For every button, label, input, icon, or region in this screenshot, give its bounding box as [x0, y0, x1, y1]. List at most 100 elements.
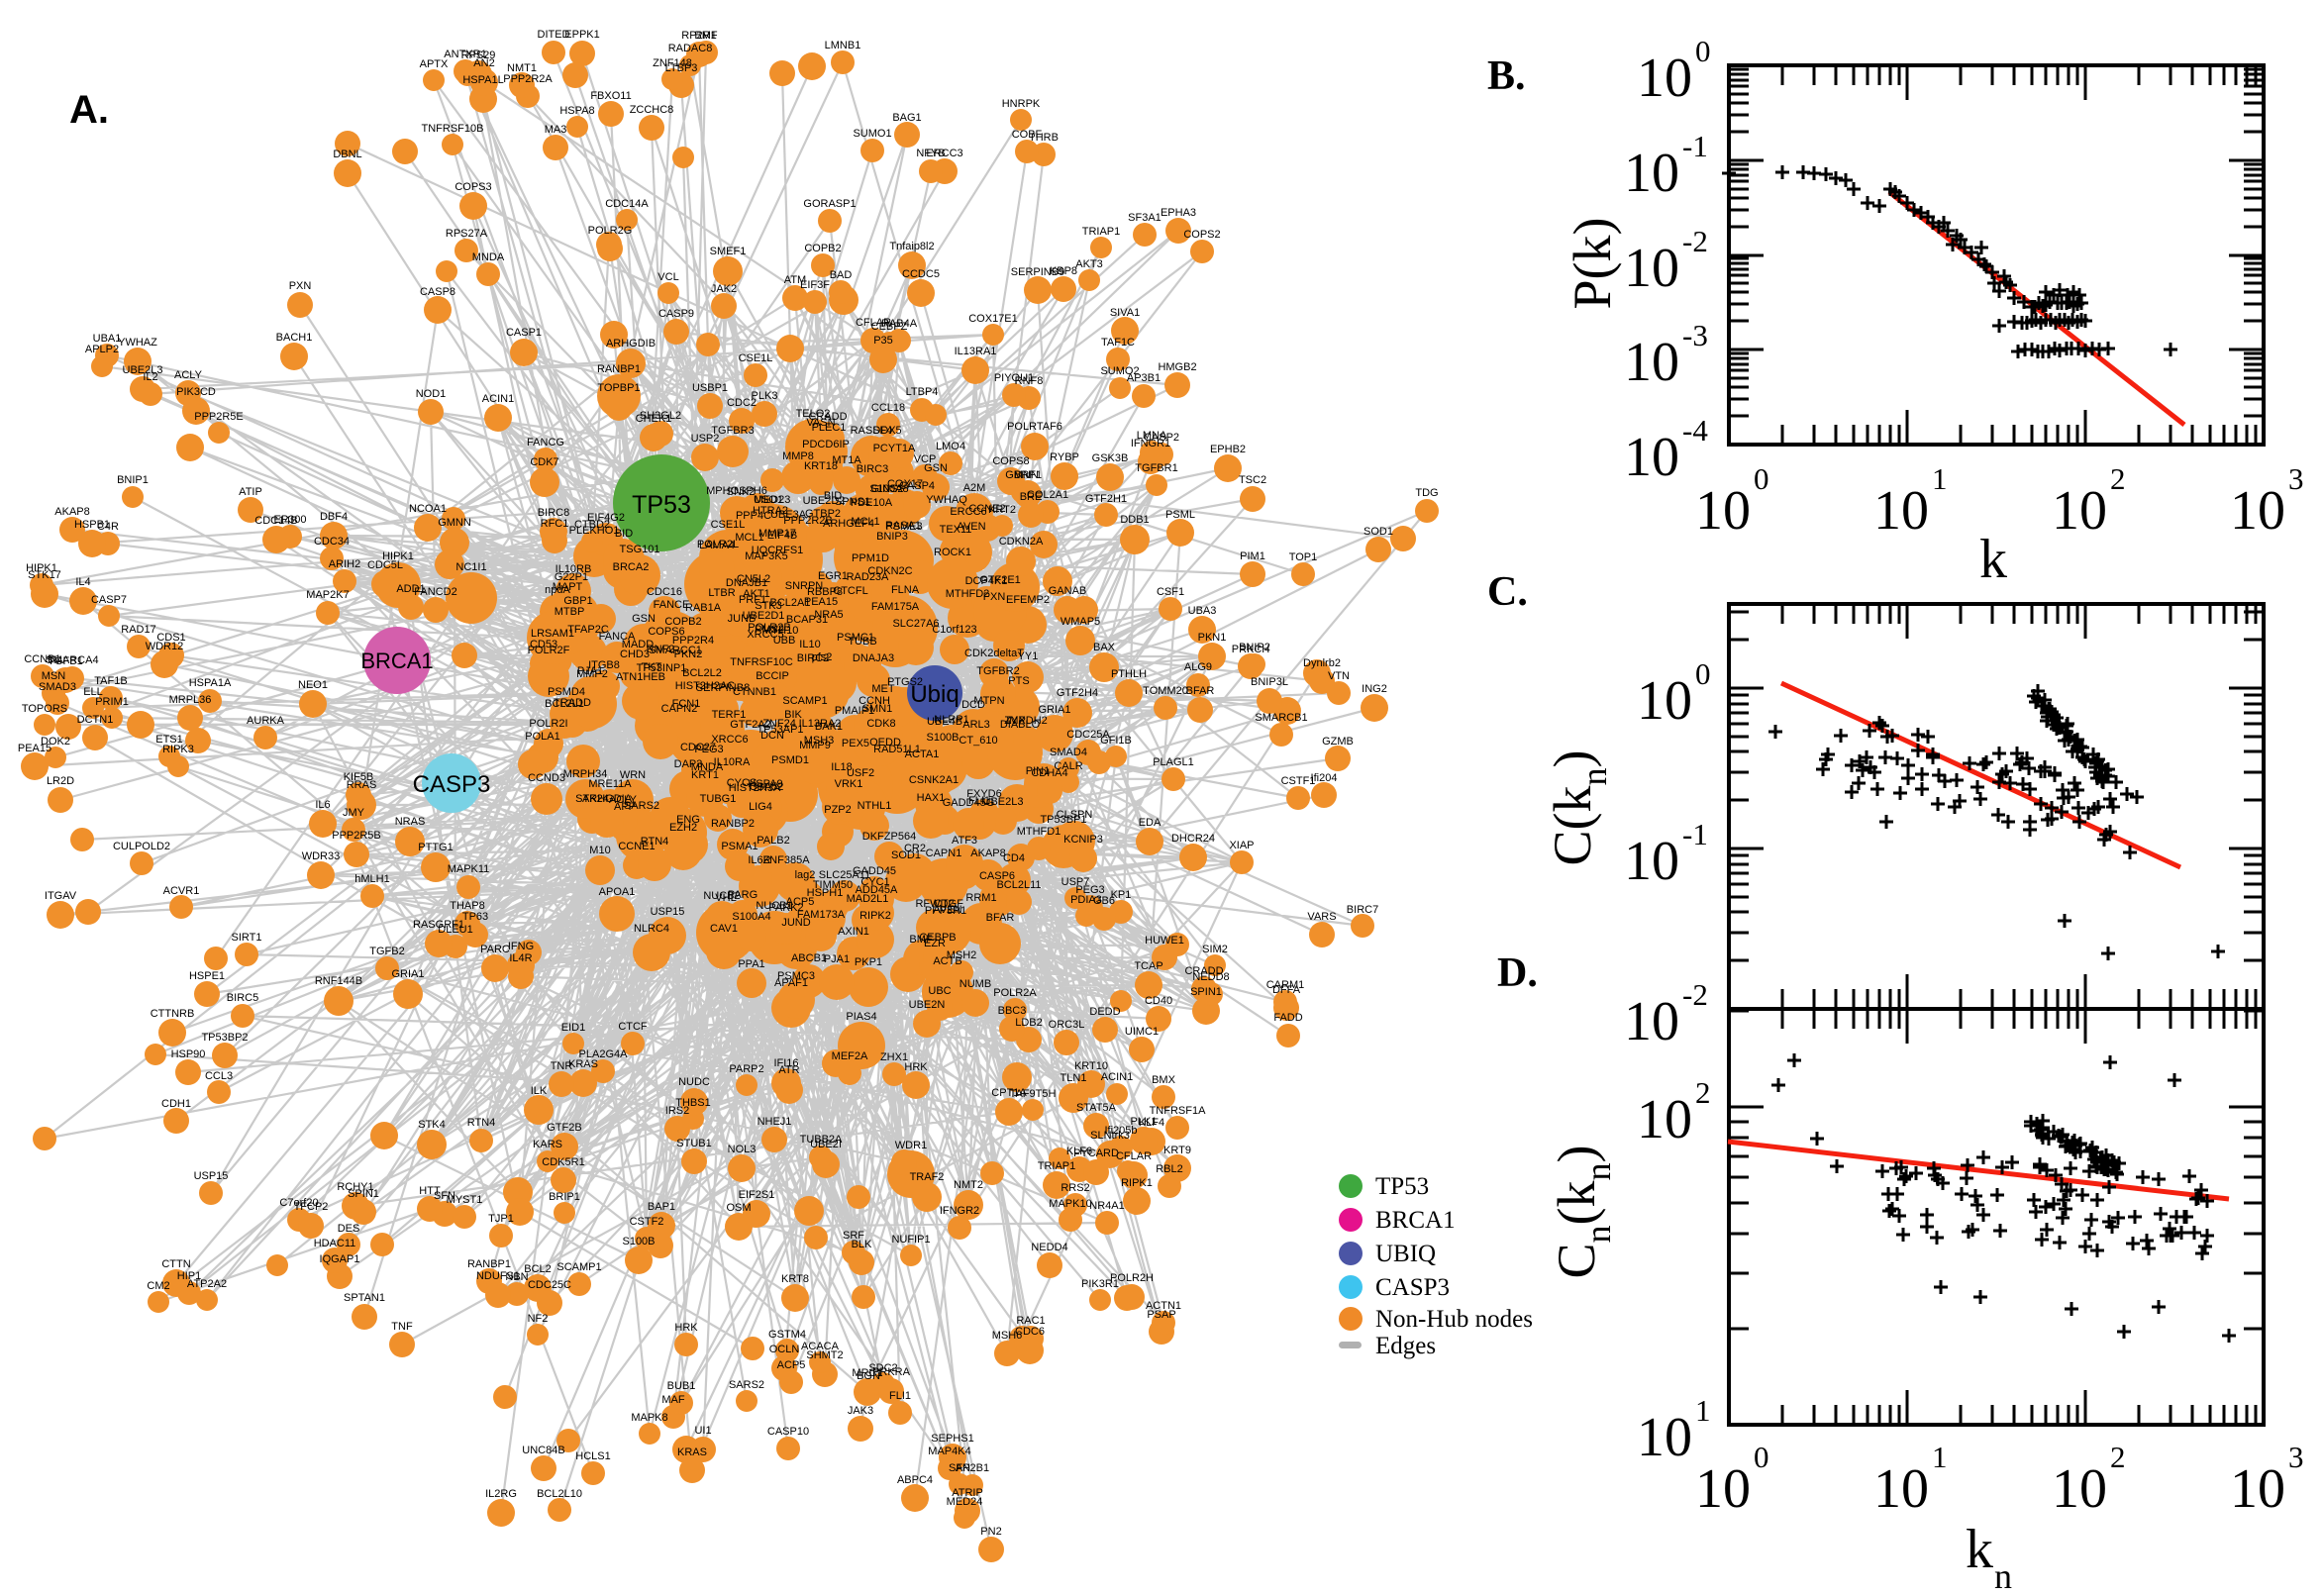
svg-text:LTBP4: LTBP4 — [906, 386, 939, 398]
svg-text:SIRT1: SIRT1 — [232, 932, 262, 944]
svg-text:CDC16: CDC16 — [647, 586, 682, 598]
svg-text:MAP4K4: MAP4K4 — [928, 1446, 970, 1457]
svg-text:ARHGDIA: ARHGDIA — [582, 793, 633, 805]
svg-text:CARM1: CARM1 — [1266, 979, 1305, 991]
svg-text:SRF: SRF — [843, 1230, 864, 1242]
svg-text:10: 10 — [1624, 143, 1679, 204]
svg-text:FANCD2: FANCD2 — [414, 586, 456, 598]
svg-text:UQCRFS1: UQCRFS1 — [752, 545, 804, 556]
svg-text:10: 10 — [1637, 1407, 1692, 1468]
svg-text:UBA1: UBA1 — [93, 333, 122, 345]
svg-text:SUMO1: SUMO1 — [853, 128, 891, 140]
svg-text:TUBB2A: TUBB2A — [800, 1134, 843, 1146]
svg-text:LAMA4: LAMA4 — [699, 540, 735, 551]
svg-text:TJP1: TJP1 — [488, 1213, 514, 1225]
svg-text:TGFBR3: TGFBR3 — [711, 425, 754, 437]
svg-text:KCNIP3: KCNIP3 — [1063, 834, 1103, 846]
svg-text:SLC27A6: SLC27A6 — [892, 618, 939, 630]
svg-text:-3: -3 — [1682, 318, 1708, 352]
svg-text:CD53: CD53 — [530, 639, 557, 650]
svg-text:VRK1: VRK1 — [835, 778, 863, 790]
svg-text:CM2: CM2 — [147, 1280, 169, 1292]
svg-text:WDR33: WDR33 — [302, 850, 341, 862]
svg-text:TOP1: TOP1 — [1289, 551, 1318, 563]
svg-text:NDUFS1: NDUFS1 — [476, 1270, 520, 1282]
svg-text:COPB2: COPB2 — [664, 616, 701, 628]
svg-text:ATR: ATR — [778, 1064, 799, 1076]
svg-text:MMP2: MMP2 — [576, 668, 608, 680]
svg-text:ACP5: ACP5 — [777, 1359, 806, 1371]
svg-text:DBF4: DBF4 — [320, 511, 348, 523]
svg-text:A.: A. — [69, 88, 109, 132]
svg-text:FADD: FADD — [1273, 1012, 1302, 1024]
svg-text:PEX5: PEX5 — [842, 738, 869, 749]
svg-text:BMF: BMF — [909, 934, 933, 946]
svg-text:MSH2: MSH2 — [947, 949, 977, 961]
svg-text:-2: -2 — [1682, 977, 1708, 1012]
svg-text:CDC2: CDC2 — [727, 397, 757, 409]
svg-text:NFYB: NFYB — [916, 148, 945, 159]
svg-text:10: 10 — [1637, 670, 1692, 732]
svg-text:HSPA1A: HSPA1A — [189, 677, 232, 689]
svg-text:PSMD4: PSMD4 — [548, 686, 585, 698]
svg-text:STAT5A: STAT5A — [1076, 1102, 1117, 1114]
svg-text:CEBPZ: CEBPZ — [871, 321, 908, 333]
svg-text:ACTA1: ACTA1 — [905, 748, 940, 760]
svg-text:CDC6: CDC6 — [1015, 1326, 1045, 1338]
svg-text:KRT1: KRT1 — [691, 769, 719, 781]
svg-text:PMAIP1: PMAIP1 — [835, 705, 874, 717]
svg-text:TIMM50: TIMM50 — [813, 879, 853, 891]
svg-text:TGFBR2: TGFBR2 — [976, 665, 1019, 677]
svg-text:IMPDH2: IMPDH2 — [1006, 715, 1048, 727]
svg-text:KRT10: KRT10 — [1074, 1060, 1108, 1072]
svg-text:FLNA: FLNA — [891, 584, 920, 596]
svg-text:EZR: EZR — [924, 938, 946, 949]
svg-text:KRAS: KRAS — [568, 1058, 598, 1070]
svg-text:GANAB: GANAB — [1049, 585, 1087, 597]
svg-text:RNF8: RNF8 — [1015, 375, 1044, 387]
svg-text:UI1: UI1 — [694, 1425, 711, 1437]
svg-text:HDAC11: HDAC11 — [314, 1238, 356, 1249]
svg-text:PYCARD: PYCARD — [1073, 1147, 1119, 1159]
svg-text:ACTN1: ACTN1 — [1146, 1300, 1181, 1312]
svg-text:NUMB: NUMB — [960, 978, 991, 990]
svg-text:UBC: UBC — [928, 985, 951, 997]
svg-text:DOK2: DOK2 — [41, 736, 70, 748]
svg-text:2: 2 — [2110, 461, 2126, 496]
svg-text:UBA3: UBA3 — [1188, 605, 1217, 617]
svg-text:ARHGEF4: ARHGEF4 — [823, 518, 874, 530]
svg-text:USP15: USP15 — [194, 1170, 229, 1182]
svg-text:P(k): P(k) — [1563, 218, 1622, 310]
svg-text:ZHX1: ZHX1 — [880, 1051, 908, 1063]
svg-text:COPB2: COPB2 — [804, 243, 841, 254]
svg-text:HIPK1: HIPK1 — [382, 550, 414, 562]
svg-text:SMARCB1: SMARCB1 — [1255, 712, 1307, 724]
svg-text:CT_610: CT_610 — [959, 735, 997, 747]
svg-text:TLN1: TLN1 — [1060, 1072, 1087, 1084]
svg-text:MRPL36: MRPL36 — [169, 694, 212, 706]
svg-text:HIPK1: HIPK1 — [26, 562, 57, 574]
svg-text:PJA1: PJA1 — [577, 665, 603, 677]
svg-text:ABCB1: ABCB1 — [791, 952, 827, 964]
svg-text:MRPH34: MRPH34 — [563, 768, 608, 780]
svg-text:SLNtrk3: SLNtrk3 — [1090, 1130, 1130, 1142]
svg-text:MAPK8: MAPK8 — [631, 1412, 667, 1424]
svg-text:WRN: WRN — [620, 769, 646, 781]
svg-text:GTF2A2: GTF2A2 — [730, 719, 771, 731]
svg-text:SARS2: SARS2 — [729, 1379, 764, 1391]
svg-text:UNC84B: UNC84B — [522, 1445, 564, 1456]
svg-text:GTF2H1: GTF2H1 — [1085, 493, 1127, 505]
svg-text:NCOA1: NCOA1 — [409, 503, 447, 515]
svg-text:RBBP8: RBBP8 — [807, 586, 843, 598]
svg-text:SERPINB8: SERPINB8 — [696, 682, 750, 694]
svg-text:AVEN: AVEN — [957, 521, 985, 533]
svg-text:POLA1: POLA1 — [525, 731, 559, 743]
svg-text:PPP3R1: PPP3R1 — [925, 905, 966, 917]
svg-text:S100A4: S100A4 — [732, 911, 770, 923]
svg-text:ANTXR1: ANTXR1 — [444, 49, 486, 60]
svg-text:ACLY: ACLY — [174, 369, 203, 381]
svg-text:BAG1: BAG1 — [892, 112, 921, 124]
svg-text:NLRC4: NLRC4 — [634, 923, 669, 935]
svg-text:KIF5B: KIF5B — [344, 771, 374, 783]
svg-text:KRT18: KRT18 — [804, 460, 838, 472]
